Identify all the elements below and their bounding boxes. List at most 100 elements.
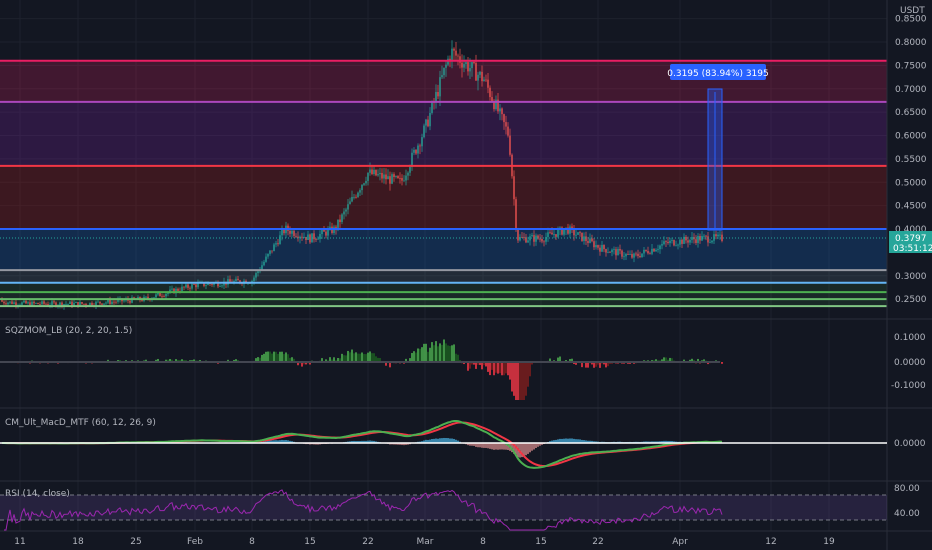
candle (435, 92, 437, 102)
macd-hist (553, 440, 555, 443)
candle (645, 249, 647, 251)
sqz-bar (281, 351, 283, 362)
candle (197, 283, 199, 288)
macd-hist (473, 443, 475, 446)
sqz-bar (703, 359, 705, 362)
svg-text:40.00: 40.00 (894, 509, 920, 519)
candle (263, 261, 265, 266)
sqz-bar (347, 350, 349, 362)
macd-hist (365, 440, 367, 443)
sqz-bar (599, 362, 601, 368)
macd-hist (279, 440, 281, 443)
sqz-bar (491, 362, 493, 370)
candle (545, 237, 547, 242)
sqz-bar (353, 353, 355, 362)
candle (61, 302, 63, 307)
candle (171, 288, 173, 290)
candle (361, 184, 363, 191)
macd-hist (539, 443, 541, 446)
sqz-bar (517, 362, 519, 400)
candle (515, 199, 517, 229)
sqz-bar (363, 353, 365, 362)
macd-hist (397, 443, 399, 445)
sqz-bar (495, 362, 497, 373)
candle (95, 301, 97, 306)
candle (473, 62, 475, 64)
macd-hist (513, 443, 515, 454)
macd-hist (317, 443, 319, 445)
level-zone (0, 165, 887, 229)
sqz-bar (445, 343, 447, 362)
candle (169, 289, 171, 293)
sqz-bar (333, 357, 335, 362)
sqz-bar (479, 362, 481, 365)
measure-label: 0.3195 (83.94%) 3195 (667, 69, 768, 79)
sqz-bar (419, 348, 421, 362)
price-axis[interactable]: USDT 0.8500 0.8000 0.7500 0.7000 0.6500 0.600… (889, 6, 932, 305)
candle (641, 253, 643, 257)
candle (591, 238, 593, 242)
y-tick-label: 0.5000 (895, 178, 927, 188)
sqz-bar (531, 362, 533, 365)
sqz-bar (417, 348, 419, 362)
candle (211, 284, 213, 285)
candle (25, 300, 27, 304)
candle (507, 126, 509, 136)
last-price-badge (889, 231, 932, 253)
measure-tool[interactable]: 0.3195 (83.94%) 3195 (667, 64, 769, 231)
candle (269, 250, 271, 254)
candle (297, 236, 299, 239)
sqz-bar (259, 357, 261, 362)
sqz-bar (377, 357, 379, 362)
sqz-bar (375, 356, 377, 362)
sqz-bar (549, 358, 551, 362)
sqz-bar (321, 358, 323, 362)
macd-hist (569, 438, 571, 443)
sqz-bar (665, 357, 667, 362)
y-tick-label: 0.8000 (895, 38, 927, 48)
sqz-bar (671, 358, 673, 362)
candle (117, 299, 119, 302)
candle (441, 75, 443, 78)
macd-hist (267, 440, 269, 443)
sqz-bar (435, 341, 437, 362)
candle (563, 229, 565, 235)
candle (585, 236, 587, 242)
candle (207, 283, 209, 286)
sqz-bar (707, 362, 709, 365)
candle (421, 137, 423, 147)
sqz-bar (569, 359, 571, 362)
candle (327, 229, 329, 236)
sqz-bar (283, 354, 285, 362)
candle (623, 256, 625, 258)
sqz-bar (279, 351, 281, 362)
candle (97, 301, 99, 303)
sqz-bar (303, 362, 305, 365)
candle (587, 241, 589, 243)
candle (23, 300, 25, 303)
sqz-bar (559, 356, 561, 362)
macd-hist (573, 438, 575, 443)
candle (535, 235, 537, 242)
macd-hist (505, 443, 507, 450)
level-zone (0, 292, 887, 300)
candle (451, 48, 453, 61)
sqz-bar (405, 358, 407, 362)
candle (11, 301, 13, 304)
sqz-bar (591, 362, 593, 365)
macd-hist (667, 440, 669, 443)
candle (467, 62, 469, 72)
sqz-bar (511, 362, 513, 392)
macd-hist (423, 440, 425, 443)
candle (395, 176, 397, 178)
sqz-bar (379, 358, 381, 362)
candle (661, 244, 663, 246)
sqz-bar (487, 362, 489, 372)
macd-hist (369, 440, 371, 443)
time-axis[interactable]: 11 18 25 Feb 8 15 22 Mar 8 15 22 Apr 12 19 (14, 537, 835, 547)
macd-hist (375, 441, 377, 443)
candle (203, 282, 205, 286)
macd-hist (273, 440, 275, 443)
candle (267, 253, 269, 257)
